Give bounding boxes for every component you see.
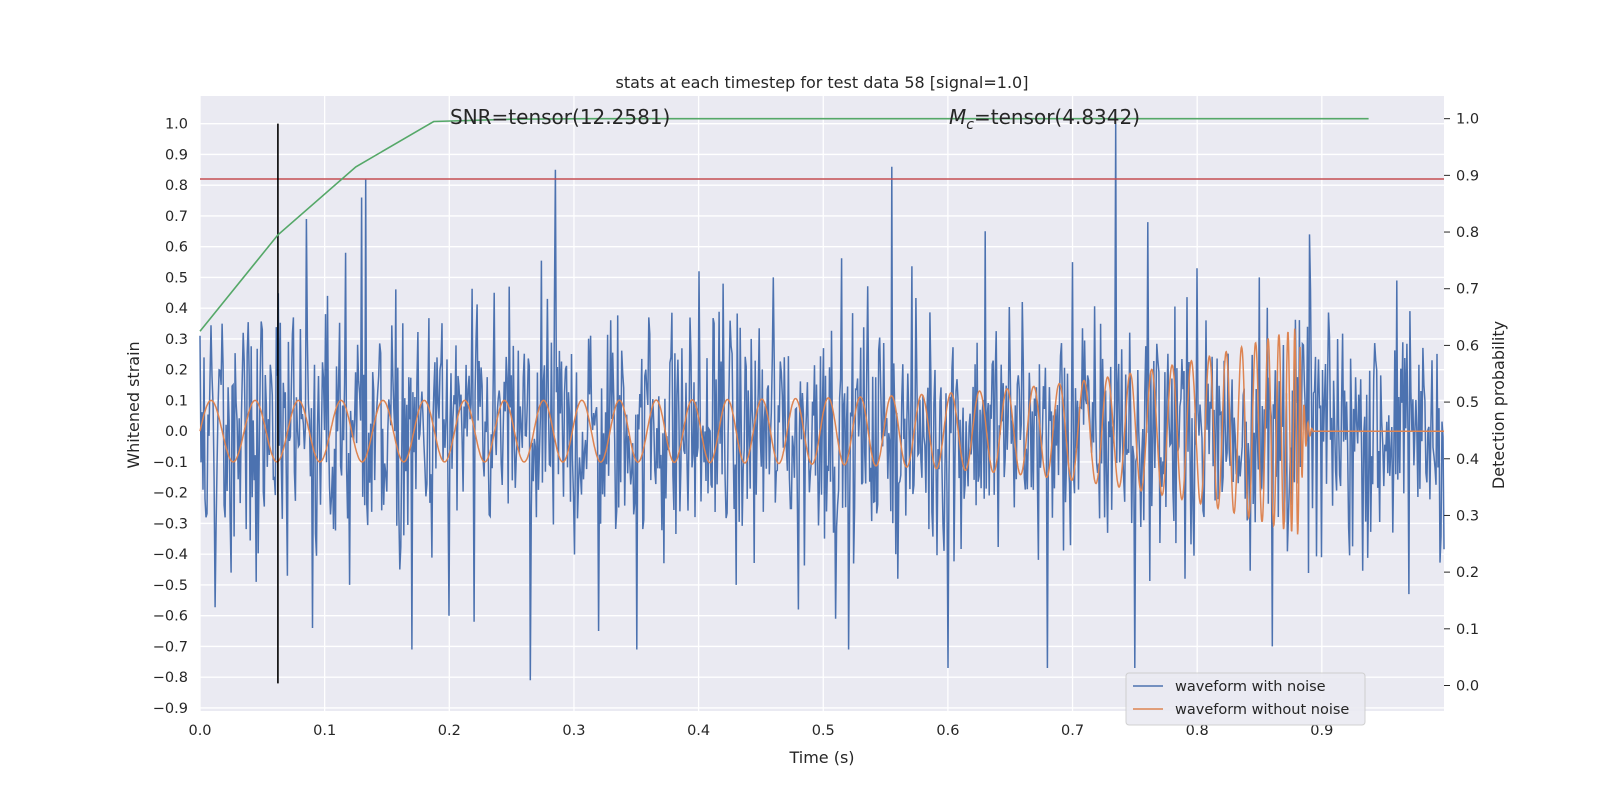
mc-annotation: Mc=tensor(4.8342): [949, 105, 1140, 133]
y-right-tick-label: 0.6: [1456, 338, 1479, 354]
mc-value: =tensor(4.8342): [974, 105, 1140, 129]
y-left-tick-label: 0.5: [165, 270, 188, 286]
x-axis-title: Time (s): [788, 748, 854, 767]
y-right-tick-label: 1.0: [1456, 112, 1479, 128]
y-right-tick-label: 0.2: [1456, 565, 1479, 581]
y-right-tick-label: 0.9: [1456, 168, 1479, 184]
y-left-tick-label: 0.2: [165, 363, 188, 379]
x-tick-label: 0.9: [1310, 723, 1333, 739]
x-tick-label: 0.6: [936, 723, 959, 739]
x-tick-label: 0.3: [562, 723, 585, 739]
y-left-tick-label: −0.7: [153, 639, 188, 655]
y-left-tick-label: −0.4: [153, 547, 188, 563]
y-left-tick-label: 0.9: [165, 147, 188, 163]
y-left-tick-label: 0.1: [165, 393, 188, 409]
x-tick-label: 0.4: [687, 723, 710, 739]
y-left-tick-label: 0.3: [165, 332, 188, 348]
y-right-tick-label: 0.3: [1456, 508, 1479, 524]
snr-annotation: SNR=tensor(12.2581): [450, 105, 670, 129]
legend-label-noise: waveform with noise: [1175, 679, 1326, 695]
y-left-tick-label: −0.8: [153, 670, 188, 686]
y-right-tick-label: 0.4: [1456, 452, 1479, 468]
series-waveform-without-noise: [199, 328, 1444, 535]
y-left-tick-label: 1.0: [165, 117, 188, 133]
y-left-tick-label: 0.4: [165, 301, 188, 317]
mc-symbol: M: [949, 105, 966, 129]
y-right-tick-label: 0.1: [1456, 622, 1479, 638]
x-tick-label: 0.2: [438, 723, 461, 739]
annotation-layer: SNR=tensor(12.2581) Mc=tensor(4.8342): [450, 105, 1140, 133]
y-left-tick-label: −0.3: [153, 516, 188, 532]
y-left-tick-label: 0.6: [165, 240, 188, 256]
x-tick-label: 0.7: [1061, 723, 1084, 739]
y-right-tick-label: 0.7: [1456, 282, 1479, 298]
y-right-tick-label: 0.5: [1456, 395, 1479, 411]
ticks-layer: 0.0 0.1 0.2 0.3 0.4 0.5 0.6 0.7 0.8 0.9 1.0 0.9 0.8 0…: [153, 112, 1479, 739]
y-left-tick-label: −0.1: [153, 455, 188, 471]
x-tick-label: 0.0: [188, 723, 211, 739]
y-left-tick-label: 0.7: [165, 209, 188, 225]
legend-label-clean: waveform without noise: [1175, 702, 1349, 718]
y-left-tick-label: −0.2: [153, 486, 188, 502]
y-left-tick-label: 0.8: [165, 178, 188, 194]
legend-box: [1125, 672, 1366, 726]
mc-subscript: c: [966, 117, 974, 133]
y-right-tick-label: 0.8: [1456, 225, 1479, 241]
series-layer: [199, 117, 1445, 684]
chart-title: stats at each timestep for test data 58 …: [616, 73, 1029, 92]
y-left-tick-label: −0.9: [153, 701, 188, 717]
y-axis-title-left: Whitened strain: [124, 341, 143, 468]
x-tick-label: 0.5: [812, 723, 835, 739]
legend: waveform with noise waveform without noi…: [1125, 672, 1366, 726]
x-tick-label: 0.8: [1186, 723, 1209, 739]
series-detection-probability: [199, 117, 1369, 332]
y-left-tick-label: −0.6: [153, 609, 188, 625]
y-axis-title-right: Detection probability: [1489, 321, 1508, 489]
x-tick-label: 0.1: [313, 723, 336, 739]
y-left-tick-label: −0.5: [153, 578, 188, 594]
y-right-tick-label: 0.0: [1456, 678, 1479, 694]
y-left-tick-label: 0.0: [165, 424, 188, 440]
